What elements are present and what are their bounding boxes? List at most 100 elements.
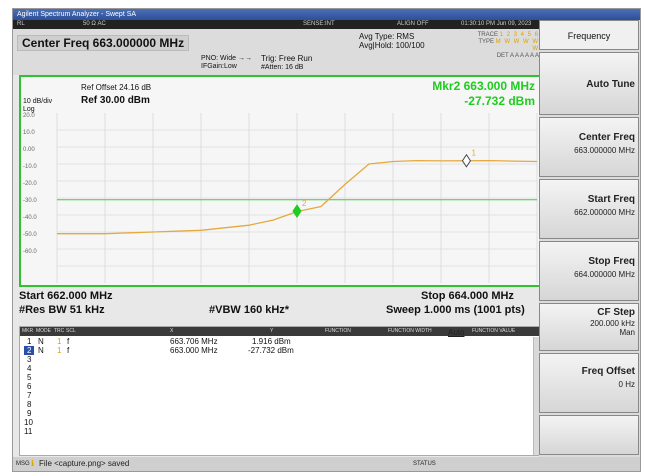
marker-num: 1 [27, 337, 32, 346]
log-label: Log [23, 106, 35, 113]
status-row: RL 50 Ω AC SENSE:INT ALIGN OFF 01:30:10 … [13, 20, 539, 29]
marker-num: 7 [27, 391, 32, 400]
start-freq-key-label: Start Freq [587, 194, 635, 205]
hdr-trc: TRC [54, 328, 65, 334]
mode-label: RL [17, 21, 25, 27]
plot-grid [56, 113, 538, 283]
y-tick-label: -40.0 [23, 215, 37, 221]
markers-layer[interactable]: 12 [292, 149, 476, 219]
marker-row-8[interactable]: 8 [20, 400, 540, 409]
type-label: TYPE [478, 39, 494, 45]
auto-tune-button[interactable]: Auto Tune [539, 52, 639, 115]
softkey-panel: Frequency Auto Tune Center Freq 663.0000… [448, 20, 640, 457]
stop-freq-label: Stop 664.000 MHz [421, 290, 514, 302]
center-freq-value: 663.000000 MHz [574, 146, 635, 155]
marker-row-9[interactable]: 9 [20, 409, 540, 418]
det-vals: A A A A A A [509, 53, 539, 59]
marker-scl: f [67, 337, 70, 346]
marker-num: 2 [24, 346, 35, 355]
marker-2-diamond[interactable] [292, 204, 302, 219]
analyzer-window: Agilent Spectrum Analyzer - Swept SA RL … [12, 8, 641, 472]
cf-step-value: 200.000 kHz [590, 319, 635, 328]
cf-step-auto-man[interactable]: Auto Man [448, 328, 635, 337]
avg-hold-label: Avg|Hold: 100/100 [359, 41, 425, 50]
marker-mode: N [38, 346, 44, 355]
marker-table-header: MKR MODE TRC SCL X Y FUNCTION FUNCTION W… [20, 327, 540, 336]
info-bar: Center Freq 663.000000 MHz PNO: Wide →→ … [13, 29, 539, 75]
marker-num: 11 [24, 427, 33, 436]
marker-row-2[interactable]: 2 N 1 f 663.000 MHz -27.732 dBm [20, 346, 540, 355]
ifgain-label: IFGain:Low [201, 63, 237, 70]
marker-1-diamond[interactable] [461, 153, 472, 168]
marker-scl: f [67, 346, 70, 355]
pno-label: PNO: Wide →→ [201, 55, 252, 62]
y-tick-label: 10.0 [23, 130, 35, 136]
marker-row-3[interactable]: 3 [20, 355, 540, 364]
marker-row-1[interactable]: 1 N 1 f 663.706 MHz 1.916 dBm [20, 337, 540, 346]
spectrum-plot[interactable]: Ref Offset 24.16 dB 10 dB/div Ref 30.00 … [19, 75, 543, 287]
marker-trc: 1 [57, 346, 62, 355]
y-tick-label: -20.0 [23, 181, 37, 187]
cf-step-button[interactable]: CF Step 200.000 kHz Auto Man [448, 303, 639, 351]
center-freq-title[interactable]: Center Freq 663.000000 MHz [17, 35, 190, 51]
hdr-function-value: FUNCTION VALUE [472, 328, 516, 334]
marker-table[interactable]: MKR MODE TRC SCL X Y FUNCTION FUNCTION W… [19, 326, 541, 456]
cf-step-man: Man [619, 328, 635, 337]
hdr-mkr: MKR [22, 328, 34, 334]
auto-tune-label: Auto Tune [586, 79, 635, 90]
marker-row-10[interactable]: 10 [20, 418, 540, 427]
marker-y: -27.732 dBm [248, 346, 294, 355]
msg-prefix: MSG [16, 461, 30, 467]
marker-num: 10 [24, 418, 33, 427]
rbw-label: #Res BW 51 kHz [19, 304, 105, 316]
message-bar: MSG ℹ File <capture.png> saved STATUS [13, 457, 640, 471]
hdr-y: Y [270, 328, 274, 334]
y-tick-label: 0.00 [23, 147, 35, 153]
align-label: ALIGN OFF [397, 21, 429, 27]
marker-table-scrollbar[interactable] [533, 337, 541, 455]
ref-offset-label: Ref Offset 24.16 dB [81, 83, 151, 92]
trig-label: Trig: Free Run [261, 54, 313, 63]
marker-row-5[interactable]: 5 [20, 373, 540, 382]
marker-freq-readout: Mkr2 663.000 MHz [432, 79, 535, 93]
cf-step-key-label: CF Step [597, 307, 635, 318]
marker-row-6[interactable]: 6 [20, 382, 540, 391]
stop-freq-value: 664.000000 MHz [574, 270, 635, 279]
start-freq-value: 662.000000 MHz [574, 208, 635, 217]
sense-label: SENSE:INT [303, 21, 335, 27]
hdr-function: FUNCTION [325, 328, 351, 334]
marker-2-label: 2 [302, 199, 307, 208]
stop-freq-button[interactable]: Stop Freq 664.000000 MHz [539, 241, 639, 301]
marker-row-7[interactable]: 7 [20, 391, 540, 400]
datetime-label: 01:30:10 PM Jun 09, 2023 [461, 21, 532, 27]
marker-y: 1.916 dBm [252, 337, 291, 346]
avg-type-label: Avg Type: RMS [359, 32, 415, 41]
marker-num: 3 [27, 355, 32, 364]
marker-num: 4 [27, 364, 32, 373]
status-message: File <capture.png> saved [39, 459, 130, 468]
start-freq-button[interactable]: Start Freq 662.000000 MHz [539, 179, 639, 239]
sweep-settings: Start 662.000 MHz Stop 664.000 MHz #Res … [13, 287, 543, 325]
freq-offset-button[interactable]: Freq Offset 0 Hz [539, 353, 639, 413]
window-title: Agilent Spectrum Analyzer - Swept SA [13, 9, 640, 20]
marker-num: 6 [27, 382, 32, 391]
marker-mode: N [38, 337, 44, 346]
stop-freq-key-label: Stop Freq [588, 256, 635, 267]
marker-num: 8 [27, 400, 32, 409]
trace-indicator: TRACE 1 2 3 4 5 6 TYPE M W W W W W DET A… [471, 32, 539, 60]
status-label: STATUS [413, 461, 436, 467]
cf-step-auto: Auto [448, 328, 465, 337]
info-icon: ℹ [31, 459, 35, 468]
marker-row-4[interactable]: 4 [20, 364, 540, 373]
marker-trc: 1 [57, 337, 62, 346]
marker-1-label: 1 [471, 149, 476, 158]
scale-label: 10 dB/div [23, 98, 53, 105]
hdr-x: X [170, 328, 174, 334]
hdr-mode: MODE [36, 328, 51, 334]
marker-row-11[interactable]: 11 [20, 427, 540, 436]
marker-num: 9 [27, 409, 32, 418]
center-freq-button[interactable]: Center Freq 663.000000 MHz [539, 117, 639, 177]
y-tick-label: -10.0 [23, 164, 37, 170]
softkey-menu-title: Frequency [539, 20, 639, 50]
ref-level-label: Ref 30.00 dBm [81, 95, 150, 106]
